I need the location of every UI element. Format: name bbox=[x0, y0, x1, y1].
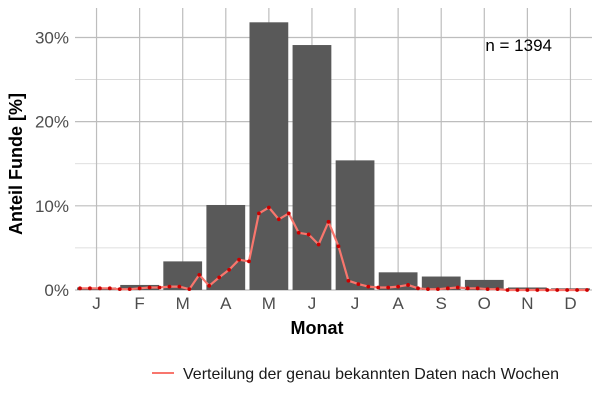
x-tick-label: O bbox=[478, 294, 491, 313]
data-point bbox=[117, 287, 122, 292]
data-point bbox=[495, 287, 500, 292]
y-tick-label: 20% bbox=[35, 113, 69, 132]
data-point bbox=[585, 288, 589, 292]
data-point bbox=[177, 284, 182, 289]
data-point bbox=[426, 287, 430, 292]
data-point bbox=[78, 286, 82, 291]
data-point bbox=[386, 285, 391, 290]
data-point bbox=[286, 211, 291, 216]
x-tick-label: J bbox=[351, 294, 360, 313]
data-point bbox=[137, 286, 142, 291]
bar bbox=[421, 276, 461, 290]
data-point bbox=[435, 287, 440, 292]
data-point bbox=[475, 286, 480, 291]
data-point bbox=[376, 285, 381, 290]
data-point bbox=[227, 267, 232, 272]
data-point bbox=[247, 259, 251, 264]
x-tick-label: F bbox=[134, 294, 144, 313]
data-point bbox=[416, 286, 420, 291]
data-point bbox=[306, 232, 311, 237]
x-tick-label: A bbox=[392, 294, 404, 313]
y-tick-label: 0% bbox=[44, 281, 69, 300]
data-point bbox=[445, 286, 450, 291]
x-tick-label: J bbox=[308, 294, 317, 313]
y-tick-label: 10% bbox=[35, 197, 69, 216]
data-point bbox=[396, 284, 401, 289]
data-point bbox=[127, 287, 132, 292]
bar bbox=[206, 204, 246, 290]
weekly-line bbox=[78, 205, 589, 292]
data-point bbox=[455, 285, 460, 290]
data-point bbox=[207, 283, 212, 288]
data-point bbox=[356, 282, 361, 287]
data-point bbox=[217, 275, 222, 280]
bars bbox=[77, 22, 590, 291]
data-point bbox=[266, 205, 271, 210]
data-point bbox=[187, 287, 192, 292]
legend: Verteilung der genau bekannten Daten nac… bbox=[152, 366, 559, 383]
data-point bbox=[406, 283, 410, 287]
series-line bbox=[80, 206, 587, 292]
sample-size-annotation: n = 1394 bbox=[485, 36, 552, 55]
data-point bbox=[535, 288, 540, 292]
data-point bbox=[515, 288, 520, 292]
data-point bbox=[545, 288, 550, 292]
bar bbox=[292, 45, 332, 291]
x-tick-label: S bbox=[436, 294, 447, 313]
data-point bbox=[336, 244, 341, 249]
bar bbox=[335, 160, 375, 290]
legend-label: Verteilung der genau bekannten Daten nac… bbox=[183, 366, 559, 383]
x-tick-label: M bbox=[262, 294, 276, 313]
y-axis-title: Anteil Funde [%] bbox=[6, 93, 26, 235]
data-point bbox=[167, 284, 172, 289]
x-tick-label: J bbox=[92, 294, 101, 313]
data-point bbox=[107, 286, 112, 291]
data-point bbox=[346, 278, 351, 283]
data-point bbox=[97, 286, 102, 291]
x-tick-label: A bbox=[220, 294, 232, 313]
x-tick-label: N bbox=[521, 294, 533, 313]
data-point bbox=[276, 217, 281, 222]
data-point bbox=[505, 288, 510, 292]
data-point bbox=[237, 257, 241, 262]
data-point bbox=[465, 286, 470, 291]
data-point bbox=[157, 285, 162, 290]
data-point bbox=[197, 272, 202, 277]
data-point bbox=[575, 288, 579, 292]
bar bbox=[464, 279, 504, 290]
data-point bbox=[326, 219, 331, 224]
data-point bbox=[296, 230, 301, 235]
data-point bbox=[88, 286, 92, 291]
y-tick-label: 30% bbox=[35, 28, 69, 47]
data-point bbox=[565, 288, 570, 292]
data-point bbox=[147, 285, 152, 290]
x-tick-label: M bbox=[176, 294, 190, 313]
data-point bbox=[555, 288, 560, 292]
data-point bbox=[525, 288, 530, 292]
data-point bbox=[316, 242, 321, 247]
data-point bbox=[485, 287, 490, 292]
x-tick-label: D bbox=[564, 294, 576, 313]
bar bbox=[249, 22, 289, 290]
data-point bbox=[366, 284, 371, 289]
data-point bbox=[257, 211, 261, 216]
x-axis-title: Monat bbox=[291, 318, 344, 338]
y-axis-ticks: 0% 10% 20% 30% bbox=[35, 28, 69, 300]
